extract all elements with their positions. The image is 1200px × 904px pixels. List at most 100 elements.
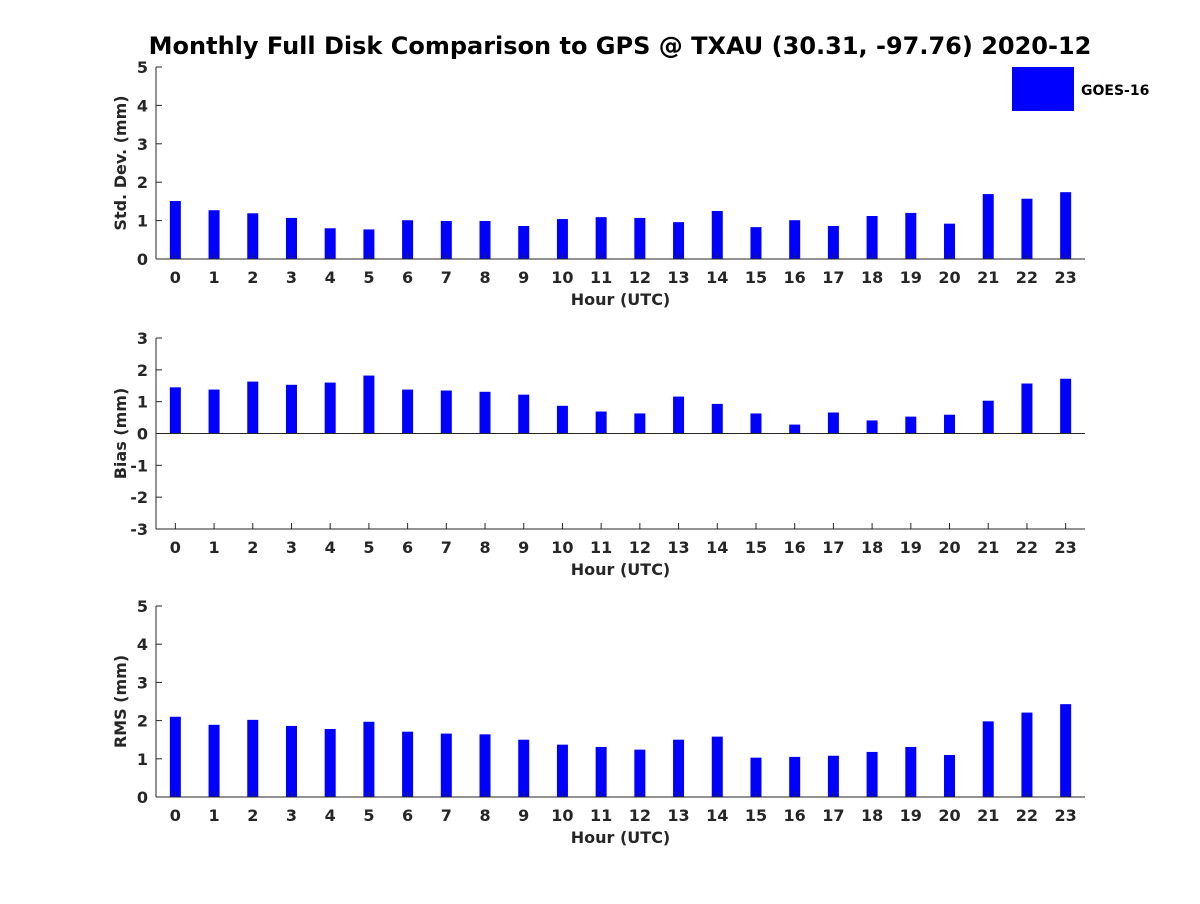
x-tick-label-rms-9: 9 (518, 806, 529, 825)
x-tick-label-rms-1: 1 (208, 806, 219, 825)
bar-stddev-16 (789, 220, 801, 259)
x-tick-label-rms-2: 2 (247, 806, 258, 825)
legend-label: GOES-16 (1081, 83, 1149, 99)
x-tick-label-rms-19: 19 (900, 806, 922, 825)
x-tick-label-rms-20: 20 (938, 806, 960, 825)
bar-stddev-21 (982, 194, 994, 259)
x-tick-label-stddev-23: 23 (1055, 268, 1077, 287)
y-tick-label-rms-0: 0 (137, 788, 148, 807)
y-tick-label-bias--3: -3 (130, 520, 148, 539)
x-tick-label-stddev-2: 2 (247, 268, 258, 287)
bar-stddev-2 (247, 213, 259, 259)
bar-bias-1 (208, 389, 220, 434)
bar-rms-21 (982, 721, 994, 797)
x-tick-label-bias-4: 4 (325, 538, 336, 557)
y-tick-label-rms-3: 3 (137, 673, 148, 692)
y-tick-label-stddev-1: 1 (137, 212, 148, 231)
bar-bias-14 (711, 403, 723, 434)
bar-bias-23 (1060, 378, 1072, 434)
x-tick-label-stddev-22: 22 (1016, 268, 1038, 287)
x-tick-label-bias-0: 0 (170, 538, 181, 557)
bar-rms-12 (634, 749, 646, 797)
x-tick-label-bias-15: 15 (745, 538, 767, 557)
bar-rms-22 (1021, 712, 1033, 797)
x-tick-label-rms-18: 18 (861, 806, 883, 825)
x-tick-label-bias-14: 14 (706, 538, 728, 557)
bar-bias-6 (402, 389, 414, 434)
x-tick-label-stddev-11: 11 (590, 268, 612, 287)
bar-bias-4 (324, 382, 336, 434)
bar-rms-2 (247, 719, 259, 797)
x-tick-label-rms-21: 21 (977, 806, 999, 825)
y-tick-label-bias-1: 1 (137, 393, 148, 412)
x-tick-label-bias-16: 16 (784, 538, 806, 557)
bar-stddev-4 (324, 228, 336, 259)
y-tick-label-bias--2: -2 (130, 488, 148, 507)
x-tick-label-stddev-18: 18 (861, 268, 883, 287)
x-tick-label-stddev-17: 17 (822, 268, 844, 287)
x-tick-label-rms-16: 16 (784, 806, 806, 825)
bar-stddev-13 (673, 222, 685, 259)
x-tick-label-stddev-5: 5 (363, 268, 374, 287)
y-axis-label-stddev: Std. Dev. (mm) (111, 95, 130, 230)
bar-bias-10 (556, 405, 568, 434)
y-tick-label-rms-2: 2 (137, 712, 148, 731)
y-tick-label-stddev-5: 5 (137, 58, 148, 77)
bar-stddev-14 (711, 211, 723, 259)
bar-rms-8 (479, 734, 491, 797)
bar-bias-16 (789, 424, 801, 434)
x-tick-label-rms-23: 23 (1055, 806, 1077, 825)
x-tick-label-stddev-14: 14 (706, 268, 728, 287)
bar-bias-2 (247, 381, 259, 434)
x-axis-label-bias: Hour (UTC) (571, 560, 671, 579)
x-tick-label-bias-2: 2 (247, 538, 258, 557)
x-tick-label-bias-3: 3 (286, 538, 297, 557)
y-tick-label-bias-3: 3 (137, 329, 148, 348)
y-tick-label-bias-0: 0 (137, 425, 148, 444)
x-tick-label-bias-6: 6 (402, 538, 413, 557)
bar-rms-3 (285, 725, 297, 797)
x-tick-label-rms-0: 0 (170, 806, 181, 825)
bar-rms-17 (827, 755, 839, 797)
x-tick-label-stddev-9: 9 (518, 268, 529, 287)
x-tick-label-bias-19: 19 (900, 538, 922, 557)
bar-stddev-1 (208, 210, 220, 259)
bar-bias-3 (285, 384, 297, 434)
bar-stddev-15 (750, 227, 762, 259)
bar-rms-14 (711, 736, 723, 797)
bar-stddev-6 (402, 220, 414, 259)
bar-rms-7 (440, 733, 452, 797)
bar-bias-0 (169, 387, 181, 434)
y-axis-label-rms: RMS (mm) (111, 655, 130, 748)
chart-legend: GOES-16 (1012, 67, 1149, 111)
x-tick-label-rms-17: 17 (822, 806, 844, 825)
x-tick-label-rms-15: 15 (745, 806, 767, 825)
bar-rms-16 (789, 756, 801, 797)
x-tick-label-stddev-4: 4 (325, 268, 336, 287)
bar-bias-21 (982, 400, 994, 434)
x-tick-label-bias-20: 20 (938, 538, 960, 557)
x-tick-label-stddev-1: 1 (208, 268, 219, 287)
x-tick-label-stddev-3: 3 (286, 268, 297, 287)
x-tick-label-bias-11: 11 (590, 538, 612, 557)
bar-rms-6 (402, 731, 414, 797)
x-tick-label-bias-13: 13 (667, 538, 689, 557)
x-tick-label-bias-17: 17 (822, 538, 844, 557)
x-tick-label-stddev-21: 21 (977, 268, 999, 287)
bar-rms-0 (169, 716, 181, 797)
bar-stddev-5 (363, 229, 375, 259)
x-tick-label-stddev-12: 12 (629, 268, 651, 287)
legend-swatch (1012, 67, 1074, 111)
x-tick-label-stddev-20: 20 (938, 268, 960, 287)
x-tick-label-stddev-16: 16 (784, 268, 806, 287)
x-tick-label-bias-22: 22 (1016, 538, 1038, 557)
x-tick-label-bias-10: 10 (551, 538, 573, 557)
bar-rms-15 (750, 757, 762, 797)
y-tick-label-stddev-0: 0 (137, 250, 148, 269)
bar-rms-13 (673, 739, 685, 797)
bar-stddev-22 (1021, 198, 1033, 259)
x-tick-label-stddev-15: 15 (745, 268, 767, 287)
